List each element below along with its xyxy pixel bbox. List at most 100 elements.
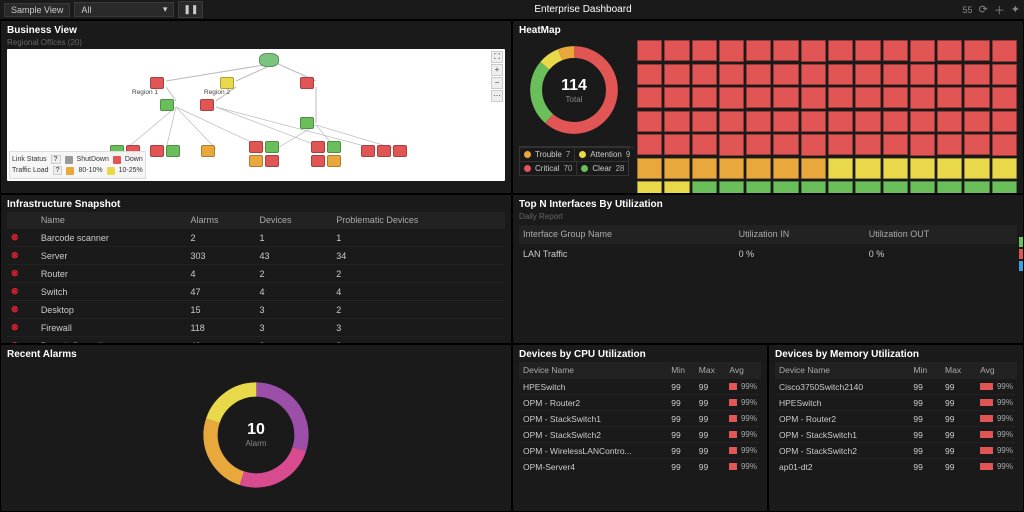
branch-node[interactable]: [265, 141, 279, 153]
cloud-node[interactable]: [259, 53, 279, 67]
hm-cell[interactable]: [746, 181, 771, 194]
zoom-fullscreen-icon[interactable]: ⛶: [491, 51, 503, 63]
hm-cell[interactable]: [773, 134, 798, 155]
hm-cell[interactable]: [719, 111, 744, 133]
hm-cell[interactable]: [883, 40, 908, 61]
hm-cell[interactable]: [964, 158, 989, 179]
hm-cell[interactable]: [801, 40, 826, 62]
hm-cell[interactable]: [773, 111, 798, 132]
hm-cell[interactable]: [746, 87, 771, 108]
hm-cell[interactable]: [637, 158, 662, 179]
hm-cell[interactable]: [910, 40, 935, 62]
hm-cell[interactable]: [637, 111, 662, 132]
hm-cell[interactable]: [964, 181, 989, 194]
bv-canvas[interactable]: ⛶ + − ⋯: [7, 49, 505, 181]
hm-cell[interactable]: [992, 181, 1017, 194]
branch-node[interactable]: [201, 145, 215, 157]
more-icon[interactable]: ⋯: [491, 90, 503, 102]
filter-dropdown[interactable]: All ▾: [74, 2, 174, 17]
hm-cell[interactable]: [964, 64, 989, 85]
pause-button[interactable]: ❚❚: [178, 1, 203, 18]
hm-cell[interactable]: [692, 87, 717, 108]
table-row[interactable]: OPM - StackSwitch1999999%: [519, 411, 761, 427]
region-node[interactable]: [150, 77, 164, 89]
side-handle[interactable]: [1019, 237, 1023, 247]
hm-cell[interactable]: [664, 87, 689, 108]
branch-node[interactable]: [393, 145, 407, 157]
hm-cell[interactable]: [828, 158, 853, 179]
hm-cell[interactable]: [937, 181, 962, 194]
table-row[interactable]: OPM - Router2999999%: [519, 395, 761, 411]
hm-cell[interactable]: [801, 134, 826, 156]
hm-cell[interactable]: [937, 111, 962, 132]
hm-cell[interactable]: [637, 134, 662, 155]
hm-cell[interactable]: [910, 134, 935, 156]
hm-cell[interactable]: [637, 40, 662, 61]
hm-cell[interactable]: [855, 40, 880, 61]
hm-cell[interactable]: [719, 87, 744, 109]
mid-node[interactable]: [200, 99, 214, 111]
hm-cell[interactable]: [910, 181, 935, 194]
hm-cell[interactable]: [855, 181, 880, 194]
hm-cell[interactable]: [910, 87, 935, 109]
table-row[interactable]: ⊗Desktop1532: [7, 301, 505, 319]
table-row[interactable]: ⊗Barcode scanner211: [7, 229, 505, 247]
mid-node[interactable]: [300, 117, 314, 129]
hm-cell[interactable]: [692, 181, 717, 194]
region-node[interactable]: [220, 77, 234, 89]
hm-cell[interactable]: [801, 64, 826, 86]
hm-cell[interactable]: [828, 64, 853, 85]
table-row[interactable]: OPM-Server4999999%: [519, 459, 761, 475]
refresh-icon[interactable]: ⟳: [979, 3, 988, 16]
hm-cell[interactable]: [883, 181, 908, 194]
hm-cell[interactable]: [637, 181, 662, 194]
hm-cell[interactable]: [828, 134, 853, 155]
hm-cell[interactable]: [883, 87, 908, 108]
branch-node[interactable]: [361, 145, 375, 157]
table-row[interactable]: OPM - StackSwitch1999999%: [775, 427, 1017, 443]
table-row[interactable]: ⊗Switch4744: [7, 283, 505, 301]
hm-cell[interactable]: [773, 158, 798, 179]
hm-cell[interactable]: [746, 158, 771, 179]
table-row[interactable]: Cisco3750Switch2140999999%: [775, 379, 1017, 395]
table-row[interactable]: ⊗Router422: [7, 265, 505, 283]
table-row[interactable]: ⊗Server3034334: [7, 247, 505, 265]
hm-cell[interactable]: [964, 111, 989, 132]
hm-cell[interactable]: [855, 64, 880, 85]
hm-cell[interactable]: [828, 40, 853, 61]
hm-cell[interactable]: [637, 64, 662, 85]
branch-node[interactable]: [327, 155, 341, 167]
hm-cell[interactable]: [828, 87, 853, 108]
table-row[interactable]: OPM - StackSwitch2999999%: [519, 427, 761, 443]
branch-node[interactable]: [166, 145, 180, 157]
hm-cell[interactable]: [937, 64, 962, 85]
hm-cell[interactable]: [855, 111, 880, 132]
branch-node[interactable]: [327, 141, 341, 153]
hm-cell[interactable]: [664, 134, 689, 155]
hm-cell[interactable]: [883, 111, 908, 132]
hm-cell[interactable]: [992, 64, 1017, 86]
table-row[interactable]: LAN Traffic0 %0 %: [519, 244, 1017, 265]
hm-cell[interactable]: [692, 111, 717, 132]
branch-node[interactable]: [249, 141, 263, 153]
hm-cell[interactable]: [992, 158, 1017, 180]
hm-cell[interactable]: [883, 134, 908, 155]
table-row[interactable]: ⊗Firewall11833: [7, 319, 505, 337]
hm-cell[interactable]: [992, 87, 1017, 109]
hm-cell[interactable]: [664, 181, 689, 194]
hm-cell[interactable]: [746, 40, 771, 61]
hm-cell[interactable]: [937, 40, 962, 61]
mid-node[interactable]: [160, 99, 174, 111]
hm-cell[interactable]: [801, 181, 826, 194]
zoom-out-icon[interactable]: −: [491, 77, 503, 89]
hm-cell[interactable]: [992, 134, 1017, 156]
gear-icon[interactable]: ✦: [1011, 3, 1020, 16]
hm-cell[interactable]: [964, 40, 989, 61]
hm-cell[interactable]: [855, 87, 880, 108]
side-handle[interactable]: [1019, 249, 1023, 259]
hm-cell[interactable]: [692, 40, 717, 61]
hm-cell[interactable]: [773, 64, 798, 85]
hm-cell[interactable]: [746, 111, 771, 132]
hm-cell[interactable]: [828, 111, 853, 132]
hm-cell[interactable]: [773, 181, 798, 194]
